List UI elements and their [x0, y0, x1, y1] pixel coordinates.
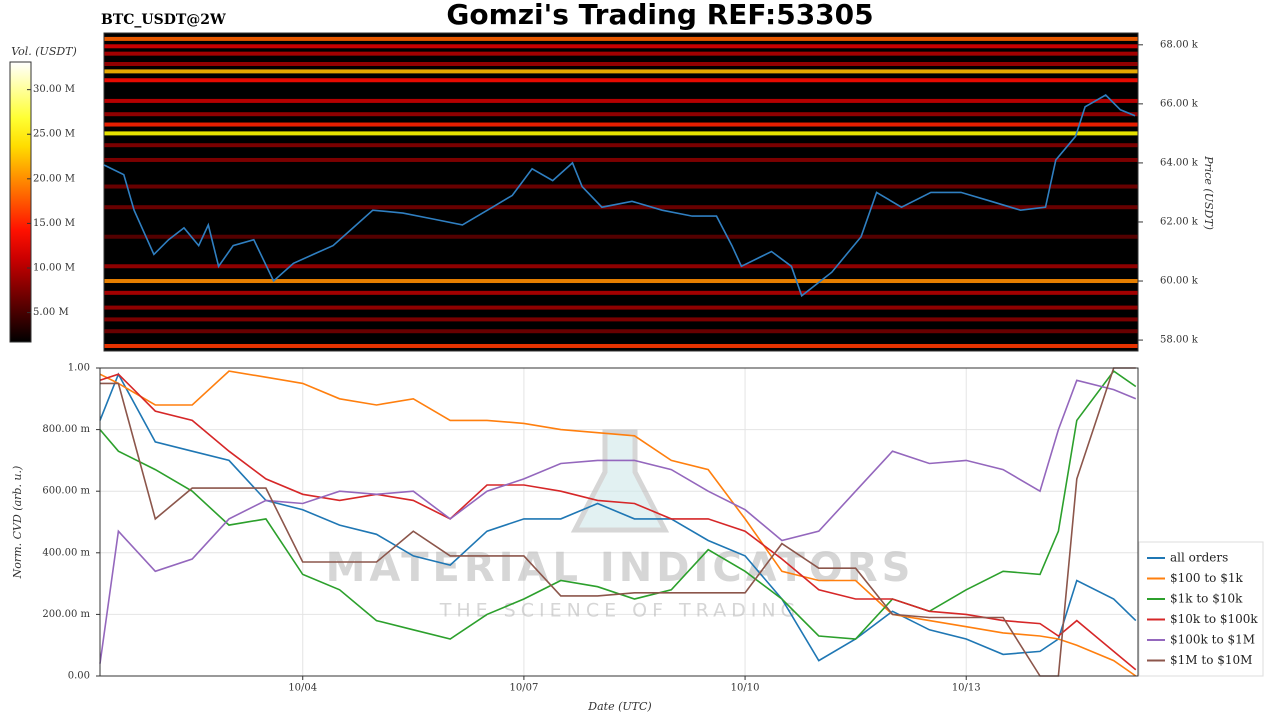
x-tick-label: 10/13 — [952, 683, 981, 694]
cvd-line — [99, 373, 1137, 671]
liquidity-band — [104, 62, 1138, 67]
colorbar-label: Vol. (USDT) — [11, 45, 77, 58]
chart-title: Gomzi's Trading REF:53305 — [446, 0, 873, 31]
price-line — [103, 94, 1136, 298]
liquidity-band — [104, 317, 1138, 322]
liquidity-band — [104, 279, 1138, 284]
liquidity-band — [104, 98, 1138, 103]
y-tick-label: 66.00 k — [1160, 98, 1199, 109]
legend-label: $1M to $10M — [1170, 653, 1252, 667]
liquidity-band — [104, 36, 1138, 41]
plot-frame — [99, 367, 1139, 677]
cvd-line — [99, 379, 1137, 664]
y-tick-label: 600.00 m — [42, 486, 90, 497]
cvd-line — [100, 367, 1136, 677]
legend-box — [1138, 541, 1264, 677]
colorbar-tick-label: 25.00 M — [33, 129, 75, 140]
watermark-title: MATERIAL INDICATORS — [326, 545, 915, 591]
liquidity-band — [104, 329, 1138, 334]
plot-frame — [103, 32, 1139, 352]
y-tick-label: 60.00 k — [1160, 276, 1199, 287]
x-axis-label: Date (UTC) — [587, 700, 651, 713]
liquidity-band — [104, 184, 1138, 189]
y-tick-label: 0.00 — [68, 671, 90, 682]
liquidity-band — [104, 143, 1138, 148]
colorbar — [9, 61, 32, 343]
liquidity-band — [104, 305, 1138, 310]
y-axis-label: Price (USDT) — [1202, 155, 1215, 230]
y-tick-label: 200.00 m — [42, 609, 90, 620]
colorbar-tick-label: 30.00 M — [33, 84, 75, 95]
liquidity-band — [104, 205, 1138, 210]
cvd-line — [99, 370, 1137, 640]
y-tick-label: 58.00 k — [1160, 335, 1199, 346]
x-tick-label: 10/07 — [509, 683, 538, 694]
watermark-icon — [570, 429, 670, 533]
y-tick-label: 62.00 k — [1160, 216, 1199, 227]
y-axis-label: Norm. CVD (arb. u.) — [11, 466, 24, 580]
liquidity-band — [104, 122, 1138, 127]
y-tick-label: 64.00 k — [1160, 157, 1199, 168]
legend-label: all orders — [1170, 551, 1228, 565]
liquidity-band — [104, 343, 1138, 348]
chart-subtitle: BTC_USDT@2W — [101, 12, 226, 28]
liquidity-band — [104, 44, 1138, 49]
x-tick-label: 10/04 — [288, 683, 317, 694]
legend-label: $100k to $1M — [1170, 633, 1255, 647]
liquidity-band — [104, 234, 1138, 239]
legend-label: $10k to $100k — [1170, 612, 1258, 626]
legend-label: $1k to $10k — [1170, 592, 1243, 606]
heatmap-background — [104, 33, 1138, 351]
liquidity-band — [104, 264, 1138, 269]
x-tick-label: 10/10 — [731, 683, 760, 694]
y-tick-label: 68.00 k — [1160, 39, 1199, 50]
colorbar-tick-label: 10.00 M — [33, 262, 75, 273]
liquidity-band — [104, 131, 1138, 136]
y-tick-label: 800.00 m — [42, 424, 90, 435]
colorbar-tick-label: 15.00 M — [33, 218, 75, 229]
watermark-tagline: THE SCIENCE OF TRADING — [439, 600, 801, 622]
liquidity-band — [104, 290, 1138, 295]
colorbar-tick-label: 5.00 M — [33, 307, 69, 318]
liquidity-band — [104, 51, 1138, 56]
liquidity-band — [104, 78, 1138, 83]
y-tick-label: 400.00 m — [42, 547, 90, 558]
colorbar-tick-label: 20.00 M — [33, 173, 75, 184]
liquidity-band — [104, 112, 1138, 117]
cvd-line — [99, 370, 1137, 677]
liquidity-band — [104, 157, 1138, 162]
liquidity-band — [104, 69, 1138, 74]
legend-label: $100 to $1k — [1170, 571, 1243, 585]
y-tick-label: 1.00 — [68, 363, 90, 374]
